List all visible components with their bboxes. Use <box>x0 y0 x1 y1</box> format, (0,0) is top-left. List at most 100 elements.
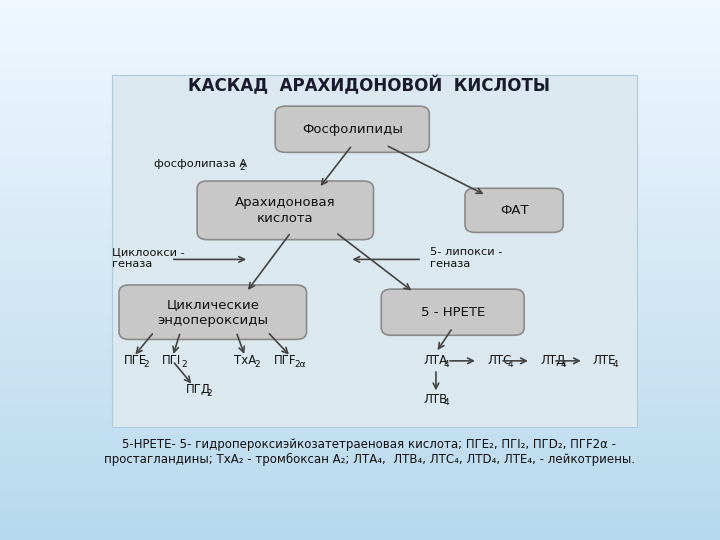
FancyBboxPatch shape <box>119 285 307 340</box>
Bar <box>0 291 720 293</box>
Bar <box>0 163 720 165</box>
Bar <box>0 310 720 312</box>
Bar <box>0 51 720 53</box>
Text: Циклоокси -
геназа: Циклоокси - геназа <box>112 247 185 269</box>
Text: КАСКАД  АРАХИДОНОВОЙ  КИСЛОТЫ: КАСКАД АРАХИДОНОВОЙ КИСЛОТЫ <box>188 76 550 95</box>
Bar <box>0 510 720 512</box>
Bar <box>0 274 720 276</box>
Bar <box>0 270 720 272</box>
Text: ЛТЕ: ЛТЕ <box>593 354 616 367</box>
Bar <box>0 234 720 237</box>
Bar <box>0 11 720 12</box>
Bar <box>0 517 720 519</box>
Bar <box>0 287 720 289</box>
Bar <box>0 335 720 338</box>
Bar <box>0 483 720 485</box>
Bar <box>0 59 720 61</box>
Bar <box>0 102 720 103</box>
Bar <box>0 285 720 287</box>
Bar <box>0 32 720 33</box>
Text: ПГД: ПГД <box>186 383 211 396</box>
Bar <box>0 420 720 422</box>
Bar <box>0 531 720 534</box>
Text: 2α: 2α <box>294 360 306 369</box>
Bar <box>0 192 720 194</box>
Bar <box>0 2 720 4</box>
Bar <box>0 49 720 51</box>
Bar <box>0 350 720 352</box>
Bar <box>0 426 720 428</box>
Bar <box>0 68 720 70</box>
Bar <box>0 168 720 171</box>
Bar <box>0 196 720 198</box>
Bar <box>0 491 720 494</box>
Text: Фосфолипиды: Фосфолипиды <box>302 123 402 136</box>
Bar <box>0 177 720 179</box>
Bar <box>0 261 720 264</box>
Bar <box>0 211 720 213</box>
Bar <box>0 141 720 144</box>
Text: ЛТД: ЛТД <box>541 354 566 367</box>
Bar <box>0 475 720 477</box>
Bar <box>0 344 720 346</box>
Bar <box>0 118 720 120</box>
Bar <box>0 500 720 502</box>
Bar <box>0 295 720 298</box>
Bar <box>0 237 720 238</box>
Bar <box>0 300 720 302</box>
Text: ПГF: ПГF <box>274 354 297 367</box>
Bar <box>0 99 720 102</box>
Bar <box>0 40 720 42</box>
Bar <box>0 373 720 375</box>
Bar <box>0 276 720 279</box>
Bar <box>0 487 720 489</box>
Bar <box>0 356 720 359</box>
Bar <box>0 120 720 123</box>
Bar <box>0 158 720 160</box>
Bar <box>0 272 720 274</box>
Bar <box>0 494 720 496</box>
Bar <box>0 515 720 517</box>
Bar <box>0 281 720 282</box>
Bar <box>0 76 720 78</box>
Bar <box>0 403 720 405</box>
Bar <box>0 449 720 451</box>
Bar <box>0 529 720 531</box>
Text: 4: 4 <box>444 360 449 369</box>
Bar <box>0 82 720 84</box>
Bar <box>0 173 720 175</box>
Bar <box>0 126 720 129</box>
Bar <box>0 198 720 200</box>
Bar <box>0 443 720 445</box>
Bar <box>0 38 720 40</box>
Bar <box>0 496 720 498</box>
Bar <box>0 417 720 420</box>
Bar <box>0 89 720 91</box>
Bar <box>0 367 720 369</box>
Bar <box>0 401 720 403</box>
Bar <box>0 84 720 86</box>
Bar <box>0 405 720 407</box>
Bar <box>0 319 720 321</box>
Text: 2: 2 <box>254 360 260 369</box>
Bar <box>0 354 720 356</box>
Bar <box>0 205 720 207</box>
Bar <box>0 338 720 340</box>
Bar <box>0 382 720 384</box>
Bar <box>0 435 720 437</box>
Bar <box>0 186 720 188</box>
Text: 5- липокси -
геназа: 5- липокси - геназа <box>431 247 503 269</box>
Bar <box>0 103 720 105</box>
FancyBboxPatch shape <box>382 289 524 335</box>
Bar <box>0 240 720 242</box>
FancyBboxPatch shape <box>465 188 563 232</box>
Text: 2: 2 <box>206 389 212 398</box>
Bar <box>0 456 720 458</box>
Bar <box>0 303 720 306</box>
Bar <box>0 65 720 68</box>
Text: фосфолипаза А: фосфолипаза А <box>154 159 247 169</box>
Bar <box>0 424 720 426</box>
Bar <box>0 209 720 211</box>
Bar <box>0 21 720 23</box>
Bar <box>0 388 720 390</box>
